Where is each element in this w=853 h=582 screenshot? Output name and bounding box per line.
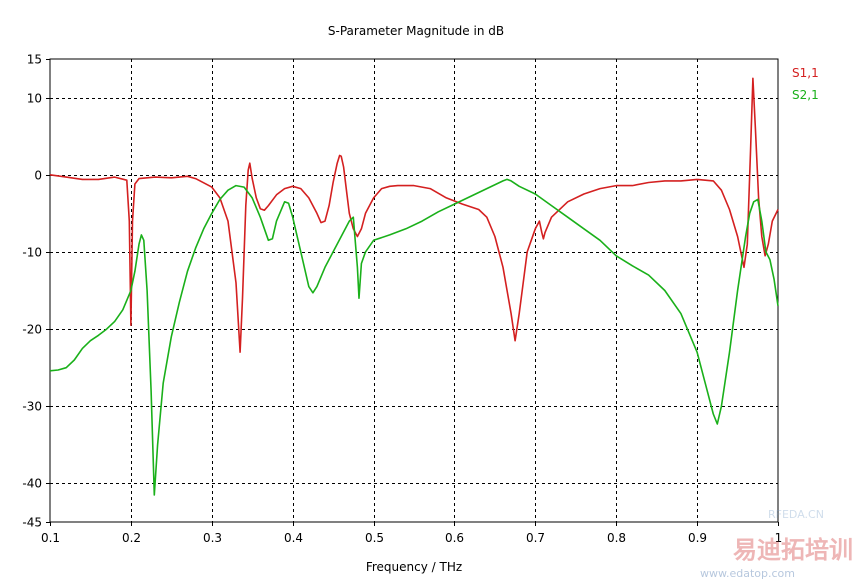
plot-frame: [49, 58, 779, 523]
x-tick-label-9: 1: [775, 531, 783, 545]
x-tick-label-4: 0.5: [365, 531, 384, 545]
x-axis-label: Frequency / THz: [366, 560, 462, 574]
watermark-edatop-url: www.edatop.com: [700, 567, 795, 580]
y-tick-label-0: 15: [27, 53, 42, 67]
x-tick-label-8: 0.9: [688, 531, 707, 545]
x-axis-ticks: 0.1 0.2 0.3 0.4 0.5 0.6 0.7 0.8 0.9 1: [41, 522, 782, 545]
series-line-s11: [49, 77, 779, 353]
series-line-s21: [49, 178, 779, 496]
grid-lines: [50, 59, 778, 522]
y-tick-label-7: -45: [22, 516, 42, 530]
y-tick-label-3: -10: [22, 246, 42, 260]
x-tick-label-6: 0.7: [526, 531, 545, 545]
chart-title: S-Parameter Magnitude in dB: [328, 24, 504, 38]
watermark-rfeda: RFEDA.CN: [768, 508, 824, 521]
x-tick-label-1: 0.2: [122, 531, 141, 545]
y-axis-ticks: 15 10 0 -10 -20 -30 -40 -45: [22, 53, 50, 530]
y-tick-label-4: -20: [22, 323, 42, 337]
series-layer: [49, 77, 779, 496]
legend-entry-s21: S2,1: [792, 88, 819, 102]
x-tick-label-0: 0.1: [41, 531, 60, 545]
y-tick-label-5: -30: [22, 400, 42, 414]
watermark: RFEDA.CN 易迪拓培训 www.edatop.com: [700, 508, 853, 580]
x-tick-label-3: 0.4: [284, 531, 303, 545]
x-tick-label-7: 0.8: [607, 531, 626, 545]
legend-entry-s11: S1,1: [792, 66, 819, 80]
y-tick-label-1: 10: [27, 92, 42, 106]
y-tick-label-6: -40: [22, 477, 42, 491]
legend: S1,1 S2,1: [792, 66, 819, 102]
x-tick-label-5: 0.6: [445, 531, 464, 545]
y-tick-label-2: 0: [34, 169, 42, 183]
watermark-edatop-chinese: 易迪拓培训: [733, 536, 853, 564]
x-tick-label-2: 0.3: [203, 531, 222, 545]
